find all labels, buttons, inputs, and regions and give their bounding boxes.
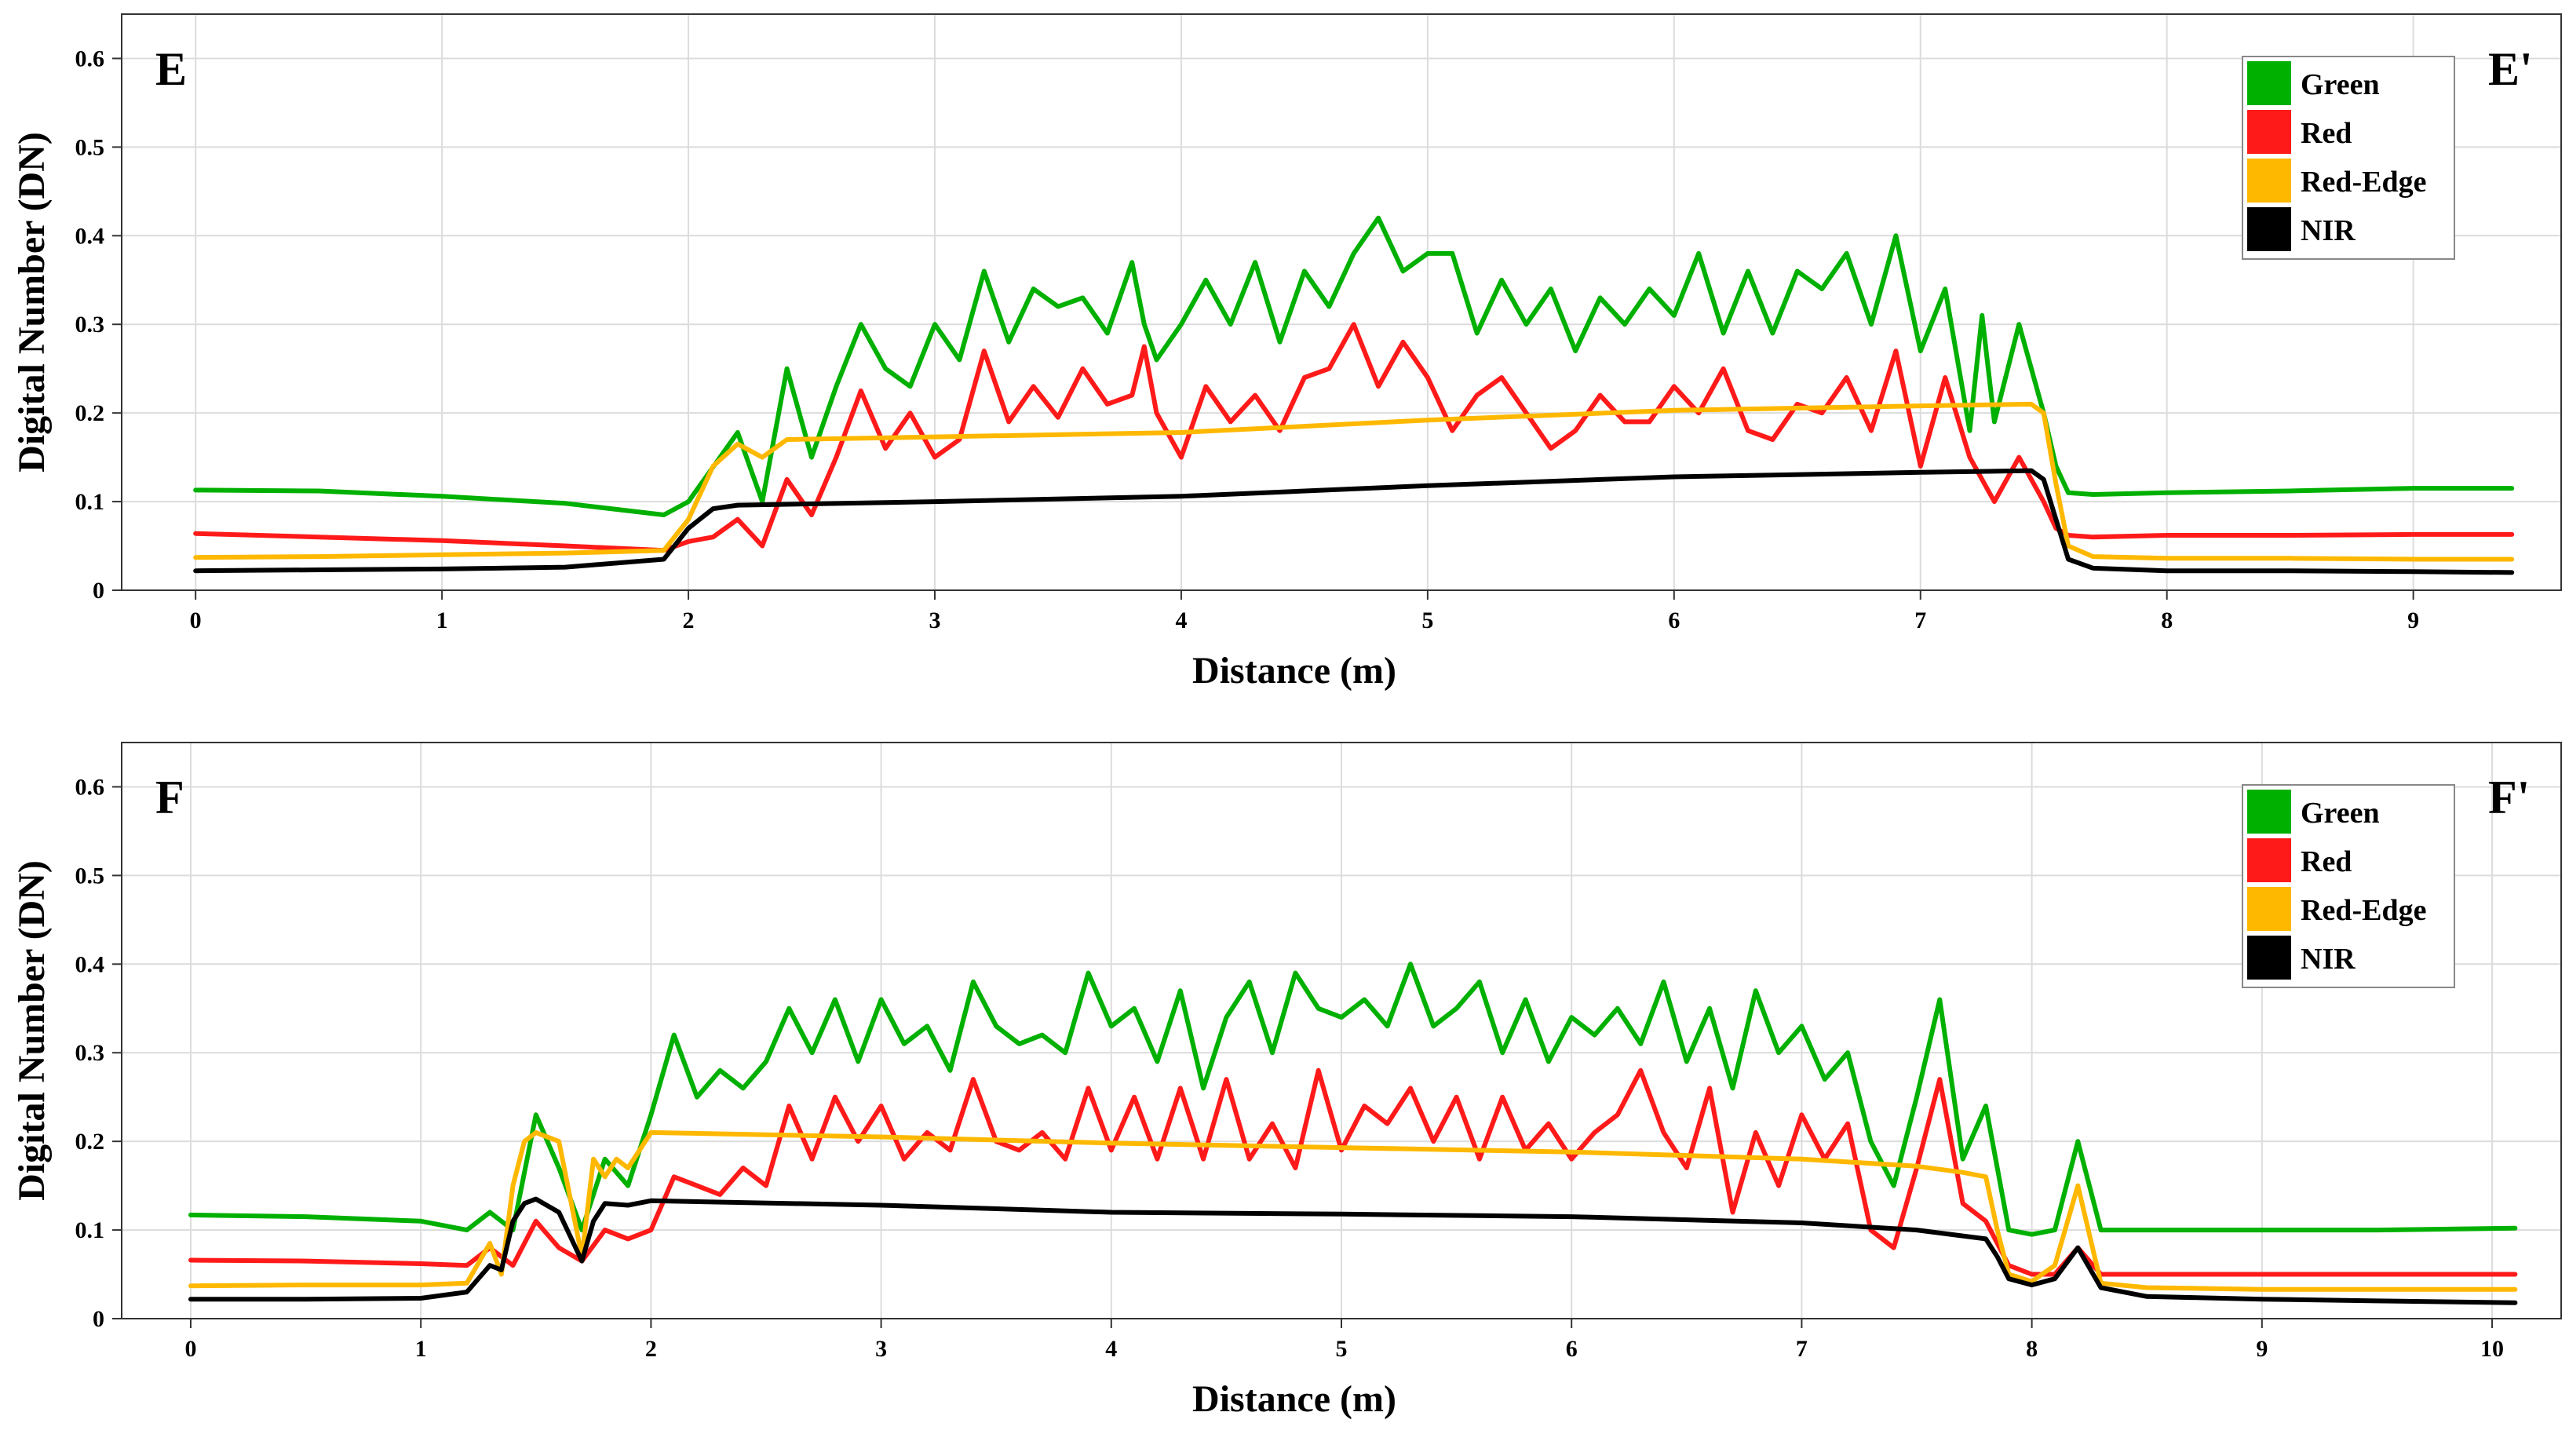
y-tick-label: 0.5 xyxy=(75,134,105,160)
y-tick-label: 0.3 xyxy=(75,1040,105,1066)
x-tick-label: 10 xyxy=(2480,1336,2504,1362)
y-tick-label: 0.3 xyxy=(75,312,105,338)
x-tick-label: 7 xyxy=(1914,608,1926,633)
x-tick-label: 6 xyxy=(1566,1336,1578,1362)
series-line-red xyxy=(188,1067,2518,1277)
y-tick-label: 0.4 xyxy=(75,223,105,249)
x-tick-label: 0 xyxy=(190,608,202,633)
x-tick-label: 7 xyxy=(1796,1336,1808,1362)
legend: Green Red Red-Edge NIR xyxy=(2242,56,2455,260)
x-tick-label: 3 xyxy=(875,1336,887,1362)
y-tick-label: 0.6 xyxy=(75,46,105,71)
panel-label-right: F' xyxy=(2488,772,2530,823)
x-tick-label: 1 xyxy=(436,608,448,633)
x-tick-label: 8 xyxy=(2161,608,2173,633)
y-tick-label: 0 xyxy=(93,1306,104,1332)
legend: Green Red Red-Edge NIR xyxy=(2242,784,2455,988)
x-axis-title: Distance (m) xyxy=(1192,650,1396,692)
series-line-nir xyxy=(193,468,2515,575)
x-tick-label: 8 xyxy=(2026,1336,2038,1362)
series-line-green xyxy=(188,962,2518,1237)
legend-swatch xyxy=(2247,887,2291,931)
y-tick-label: 0.1 xyxy=(75,489,105,515)
y-tick-label: 0.6 xyxy=(75,774,105,800)
legend-label: Green xyxy=(2301,797,2380,830)
series-line-red-edge xyxy=(193,401,2515,562)
plot-frame xyxy=(121,13,2562,591)
x-tick-label: 9 xyxy=(2407,608,2419,633)
x-tick-label: 1 xyxy=(415,1336,427,1362)
legend-label: Red-Edge xyxy=(2301,894,2426,927)
panel-label-left: E xyxy=(155,43,187,95)
series-line-green xyxy=(193,215,2515,517)
x-tick-label: 0 xyxy=(184,1336,196,1362)
legend-label: NIR xyxy=(2301,943,2356,976)
legend-swatch xyxy=(2247,61,2291,105)
x-tick-label: 9 xyxy=(2256,1336,2268,1362)
chart-svg-E: 0 1 2 3 4 5 6 7 8 9 0 0.1 0.2 0.3 0.4 0.5 0.6 Distance (m… xyxy=(11,13,2562,692)
y-axis-title: Digital Number (DN) xyxy=(11,860,53,1201)
y-tick-label: 0.4 xyxy=(75,951,105,977)
legend-swatch xyxy=(2247,159,2291,203)
x-tick-label: 5 xyxy=(1336,1336,1348,1362)
grid xyxy=(122,14,2561,591)
legend-swatch xyxy=(2247,936,2291,980)
x-tick-label: 4 xyxy=(1105,1336,1117,1362)
legend-swatch xyxy=(2247,838,2291,882)
panel-label-right: E' xyxy=(2488,43,2533,95)
y-tick-label: 0.2 xyxy=(75,400,105,426)
x-tick-label: 6 xyxy=(1668,608,1680,633)
legend-swatch xyxy=(2247,110,2291,154)
x-axis-title: Distance (m) xyxy=(1192,1378,1396,1420)
x-tick-label: 2 xyxy=(683,608,695,633)
series-line-red xyxy=(193,322,2515,553)
legend-label: Green xyxy=(2301,68,2380,101)
chart-svg-F: 0 1 2 3 4 5 6 7 8 9 10 0 0.1 0.2 0.3 0.4 0.5 0.6 Distance … xyxy=(11,742,2562,1420)
y-axis-title: Digital Number (DN) xyxy=(11,132,53,473)
legend-swatch xyxy=(2247,790,2291,834)
series-line-nir xyxy=(188,1196,2518,1305)
x-tick-label: 2 xyxy=(645,1336,657,1362)
y-tick-label: 0.1 xyxy=(75,1217,105,1243)
legend-swatch xyxy=(2247,207,2291,251)
x-tick-label: 4 xyxy=(1175,608,1187,633)
x-tick-label: 5 xyxy=(1421,608,1433,633)
chart-panel-F: 0 1 2 3 4 5 6 7 8 9 10 0 0.1 0.2 0.3 0.4 0.5 0.6 Distance … xyxy=(0,728,2569,1456)
y-tick-label: 0 xyxy=(93,578,104,604)
y-tick-label: 0.5 xyxy=(75,863,105,889)
legend-label: Red xyxy=(2301,117,2352,150)
series-line-red-edge xyxy=(188,1129,2518,1292)
chart-panel-E: 0 1 2 3 4 5 6 7 8 9 0 0.1 0.2 0.3 0.4 0.5 0.6 Distance (m… xyxy=(11,13,2562,692)
panel-label-left: F xyxy=(155,772,184,823)
legend-label: Red-Edge xyxy=(2301,166,2426,199)
legend-label: Red xyxy=(2301,845,2352,878)
x-tick-label: 3 xyxy=(929,608,941,633)
y-tick-label: 0.2 xyxy=(75,1129,105,1155)
legend-label: NIR xyxy=(2301,214,2356,247)
